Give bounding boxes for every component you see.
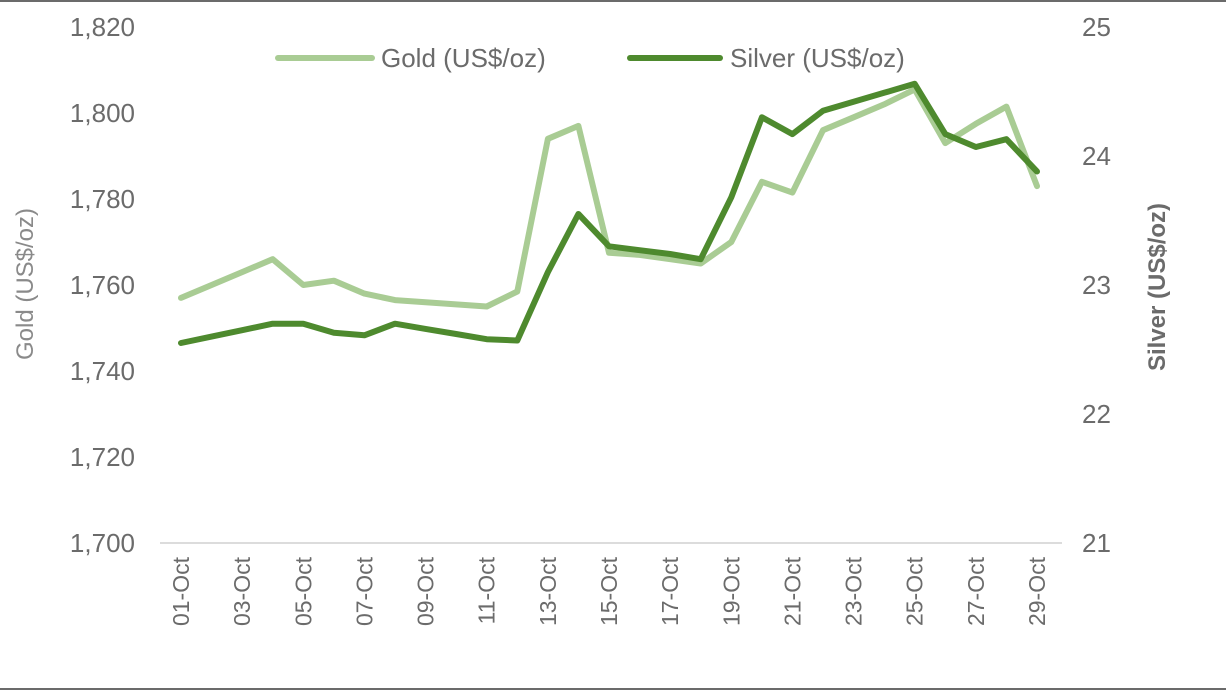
left-axis-tick-label: 1,720 <box>70 442 135 472</box>
left-axis-tick-label: 1,740 <box>70 356 135 386</box>
x-axis-tick-label: 19-Oct <box>718 556 744 626</box>
left-axis-ticks: 1,700 1,720 1,740 1,760 1,780 1,800 1,820 <box>70 12 135 558</box>
right-axis-tick-label: 23 <box>1082 270 1111 300</box>
x-axis-tick-label: 21-Oct <box>779 556 805 626</box>
right-axis-label: Silver (US$/oz) <box>1144 203 1171 371</box>
left-axis-tick-label: 1,800 <box>70 98 135 128</box>
left-axis-tick-label: 1,820 <box>70 12 135 42</box>
x-axis-tick-label: 27-Oct <box>963 556 989 626</box>
x-axis-tick-label: 29-Oct <box>1024 556 1050 626</box>
right-axis-tick-label: 25 <box>1082 12 1111 42</box>
chart-legend: Gold (US$/oz) Silver (US$/oz) <box>275 43 905 73</box>
chart-series-lines <box>178 80 1040 346</box>
left-axis-tick-label: 1,760 <box>70 270 135 300</box>
right-axis-tick-label: 21 <box>1082 528 1111 558</box>
legend-label-silver: Silver (US$/oz) <box>730 43 905 73</box>
x-axis-tick-label: 17-Oct <box>657 556 683 626</box>
x-axis-tick-label: 01-Oct <box>168 556 194 626</box>
x-axis-tick-label: 07-Oct <box>351 556 377 626</box>
x-axis-ticks: 01-Oct 03-Oct 05-Oct 07-Oct 09-Oct 11-Oct 13-O… <box>168 556 1050 626</box>
x-axis-tick-label: 15-Oct <box>596 556 622 626</box>
x-axis-tick-label: 09-Oct <box>413 556 439 626</box>
right-axis-tick-label: 24 <box>1082 141 1111 171</box>
silver-price-line <box>178 80 1040 346</box>
left-axis-tick-label: 1,780 <box>70 184 135 214</box>
x-axis-tick-label: 13-Oct <box>535 556 561 626</box>
gold-price-line <box>178 86 1040 310</box>
right-axis-tick-label: 22 <box>1082 399 1111 429</box>
left-axis-tick-label: 1,700 <box>70 528 135 558</box>
x-axis-tick-label: 03-Oct <box>229 556 255 626</box>
x-axis-tick-label: 05-Oct <box>290 556 316 626</box>
x-axis-tick-label: 25-Oct <box>902 556 928 626</box>
right-axis-ticks: 21 22 23 24 25 <box>1082 12 1111 558</box>
legend-label-gold: Gold (US$/oz) <box>381 43 546 73</box>
x-axis-tick-label: 11-Oct <box>474 556 500 624</box>
x-axis-tick-label: 23-Oct <box>841 556 867 626</box>
left-axis-label: Gold (US$/oz) <box>12 208 39 360</box>
